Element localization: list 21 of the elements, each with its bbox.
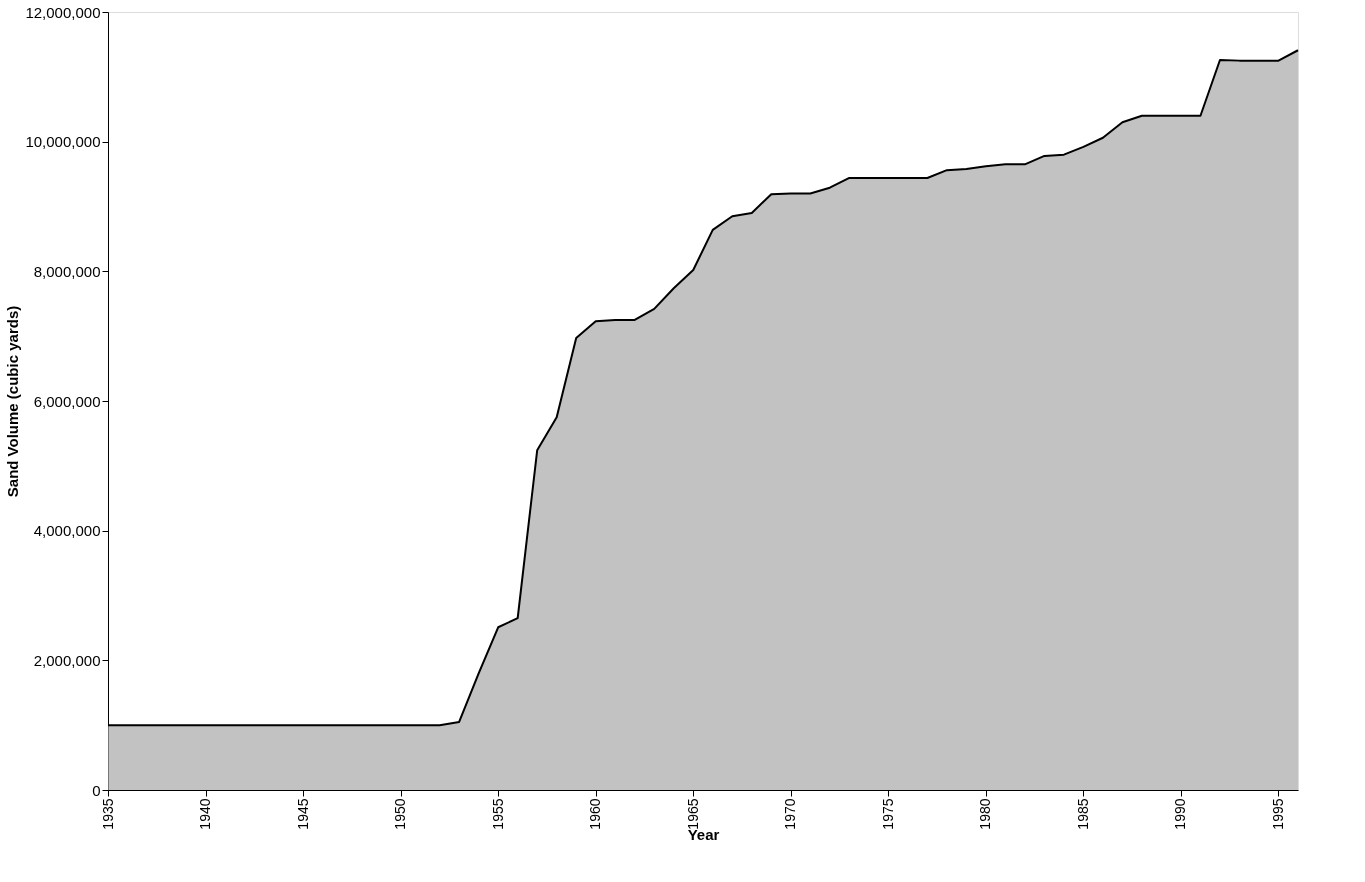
y-tick-label: 4,000,000 bbox=[33, 522, 101, 540]
x-tick-label: 1970 bbox=[782, 798, 799, 830]
x-tick-label: 1995 bbox=[1269, 798, 1286, 830]
x-tick-label: 1940 bbox=[197, 798, 214, 830]
x-tick-label: 1975 bbox=[879, 798, 896, 830]
y-tick-label: 2,000,000 bbox=[33, 651, 101, 669]
y-tick-label: 6,000,000 bbox=[33, 392, 101, 410]
y-tick-label: 8,000,000 bbox=[33, 262, 101, 280]
x-tick-label: 1985 bbox=[1074, 798, 1091, 830]
x-tick-label: 1965 bbox=[684, 798, 701, 830]
x-tick-label: 1960 bbox=[587, 798, 604, 830]
x-tick-label: 1950 bbox=[392, 798, 409, 830]
y-axis-title: Sand Volume (cubic yards) bbox=[4, 305, 22, 498]
x-tick-label: 1980 bbox=[977, 798, 994, 830]
y-tick-label: 10,000,000 bbox=[25, 133, 101, 151]
x-tick-label: 1935 bbox=[99, 798, 116, 830]
x-tick-label: 1990 bbox=[1172, 798, 1189, 830]
y-tick-label: 0 bbox=[92, 781, 101, 799]
y-tick-label: 12,000,000 bbox=[25, 3, 101, 21]
x-tick-label: 1955 bbox=[489, 798, 506, 830]
x-tick-label: 1945 bbox=[294, 798, 311, 830]
